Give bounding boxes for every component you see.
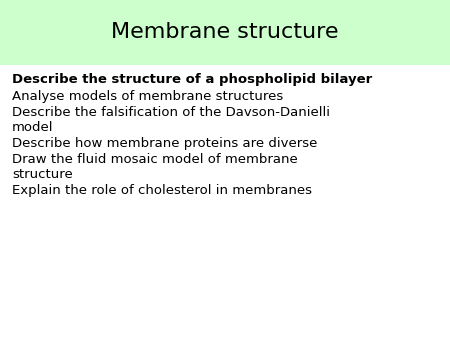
Text: Draw the fluid mosaic model of membrane
structure: Draw the fluid mosaic model of membrane … bbox=[12, 153, 298, 181]
Text: Describe the falsification of the Davson-Danielli
model: Describe the falsification of the Davson… bbox=[12, 106, 330, 134]
Text: Describe the structure of a phospholipid bilayer: Describe the structure of a phospholipid… bbox=[12, 73, 372, 86]
Bar bbox=[0, 0, 450, 65]
Text: Explain the role of cholesterol in membranes: Explain the role of cholesterol in membr… bbox=[12, 184, 312, 197]
Text: Membrane structure: Membrane structure bbox=[111, 23, 339, 43]
Text: Describe how membrane proteins are diverse: Describe how membrane proteins are diver… bbox=[12, 137, 317, 150]
Text: Analyse models of membrane structures: Analyse models of membrane structures bbox=[12, 90, 283, 103]
